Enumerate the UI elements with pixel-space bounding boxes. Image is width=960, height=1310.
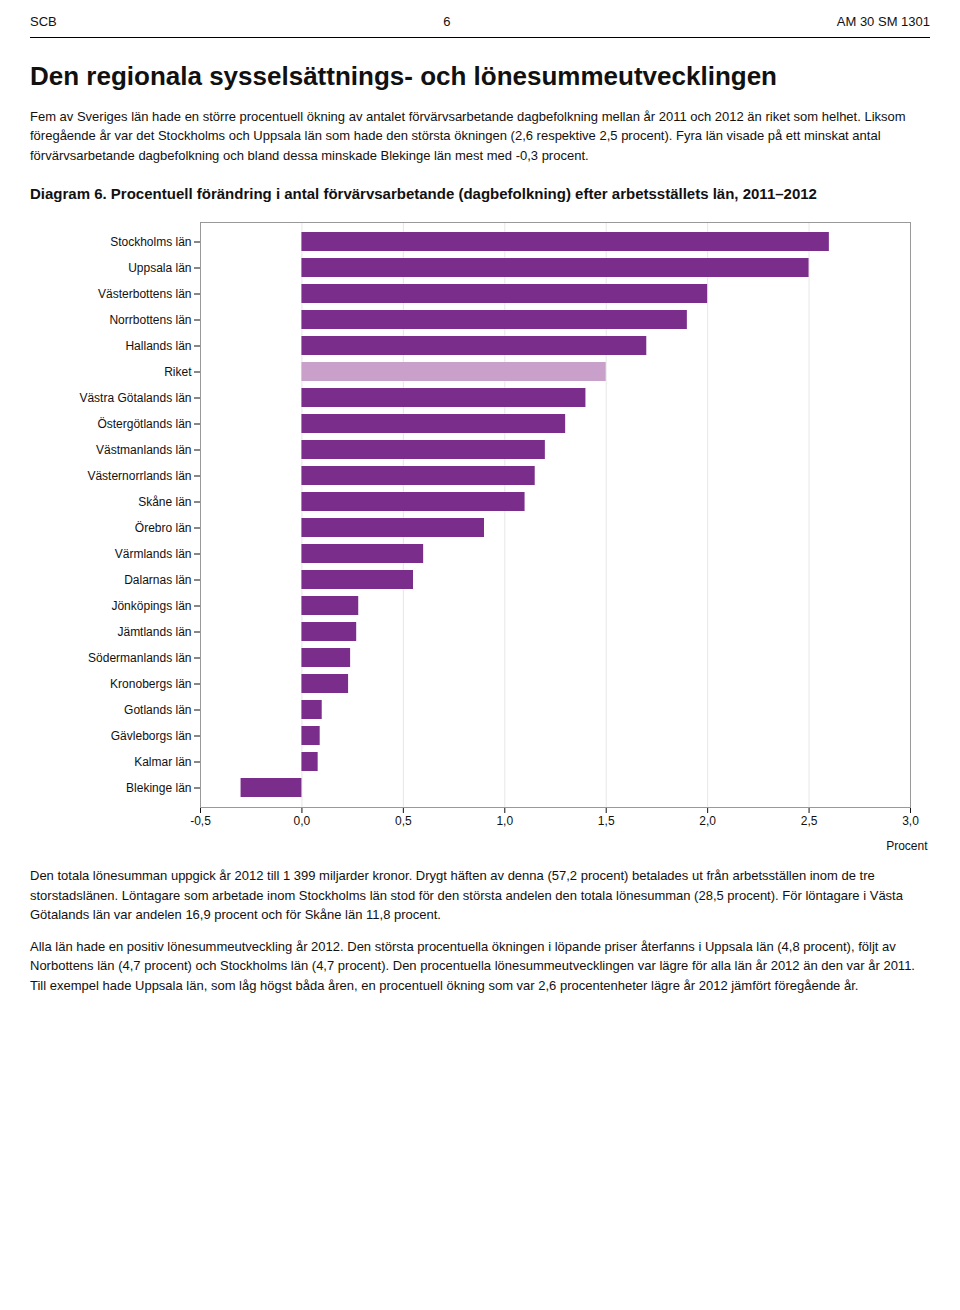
svg-text:Procent: Procent [886,839,928,853]
svg-text:Östergötlands län: Östergötlands län [97,417,191,431]
svg-text:Hallands län: Hallands län [125,339,191,353]
svg-text:0,0: 0,0 [294,814,311,828]
svg-text:Örebro län: Örebro län [135,521,192,535]
svg-text:Västerbottens län: Västerbottens län [98,287,191,301]
svg-text:Dalarnas län: Dalarnas län [124,573,191,587]
html-text:Fem av Sveriges län hade en st: Fem av Sveriges län hade en större proce… [30,108,906,163]
html-text:SCB: SCB [30,14,57,29]
svg-text:2,5: 2,5 [801,814,818,828]
svg-text:1,5: 1,5 [598,814,615,828]
svg-text:Norrbottens län: Norrbottens län [109,313,191,327]
svg-text:Uppsala län: Uppsala län [128,261,191,275]
svg-text:3,0: 3,0 [902,814,919,828]
svg-text:Blekinge län: Blekinge län [126,781,191,795]
svg-text:1,0: 1,0 [496,814,513,828]
svg-text:Södermanlands län: Södermanlands län [88,651,191,665]
html-text:Den regionala sysselsättnings-: Den regionala sysselsättnings- och lönes… [30,61,777,91]
svg-text:Jönköpings län: Jönköpings län [111,599,191,613]
svg-text:Stockholms län: Stockholms län [110,235,191,249]
svg-text:Västra Götalands län: Västra Götalands län [79,391,191,405]
svg-text:Jämtlands län: Jämtlands län [117,625,191,639]
svg-text:Kronobergs län: Kronobergs län [110,677,191,691]
html-text:Den totala lönesumman uppgick: Den totala lönesumman uppgick år 2012 ti… [30,868,903,922]
html-text:Diagram 6. Procentuell förändr: Diagram 6. Procentuell förändring i anta… [30,185,817,202]
html-text:AM 30 SM 1301: AM 30 SM 1301 [836,14,930,29]
svg-text:Kalmar län: Kalmar län [134,755,191,769]
html-text:Alla län hade en positiv lönes: Alla län hade en positiv lönesummeutveck… [30,938,915,993]
svg-text:Gotlands län: Gotlands län [124,703,191,717]
svg-text:Värmlands län: Värmlands län [115,547,192,561]
svg-text:Västernorrlands län: Västernorrlands län [87,469,191,483]
svg-text:0,5: 0,5 [395,814,412,828]
svg-text:Gävleborgs län: Gävleborgs län [111,729,192,743]
svg-text:2,0: 2,0 [699,814,716,828]
svg-text:Skåne län: Skåne län [138,495,191,509]
svg-text:Västmanlands län: Västmanlands län [96,443,191,457]
svg-text:Riket: Riket [164,365,192,379]
svg-text:-0,5: -0,5 [190,814,211,828]
html-text:6: 6 [443,14,451,29]
